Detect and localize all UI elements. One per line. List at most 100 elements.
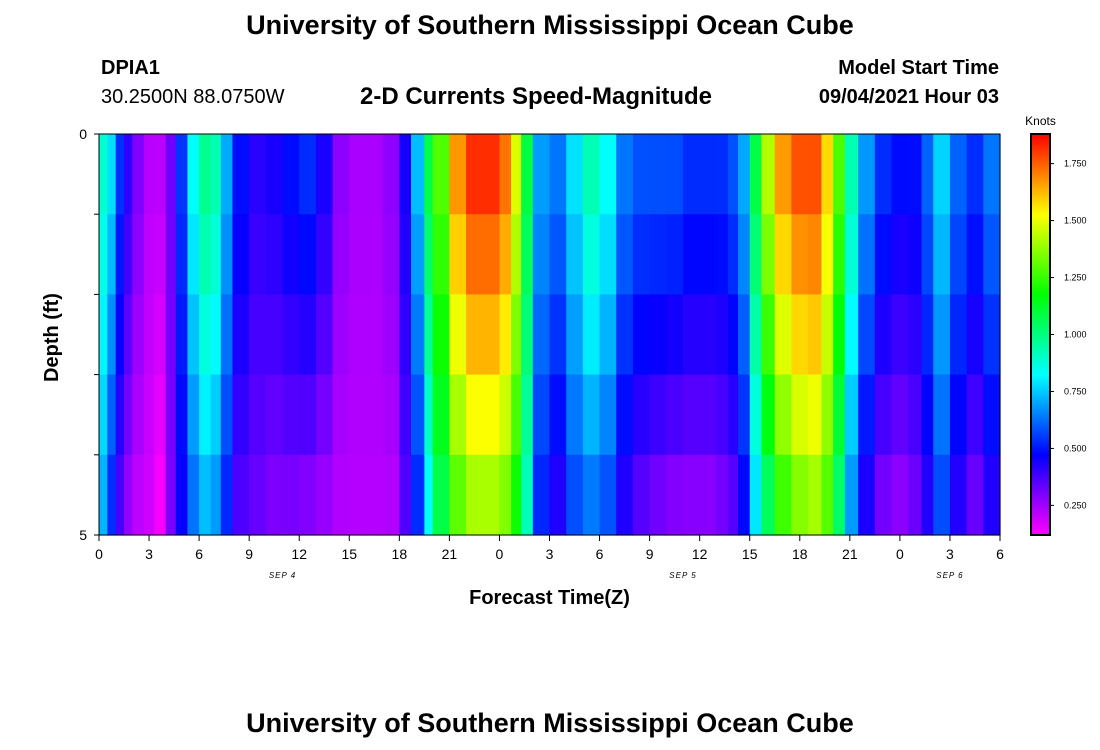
heatmap-cell xyxy=(399,294,412,376)
heatmap-cell xyxy=(582,214,601,295)
heatmap-cell xyxy=(549,294,567,376)
heatmap-cell xyxy=(891,374,909,456)
heatmap-cell xyxy=(933,294,951,376)
heatmap-cell xyxy=(144,454,155,536)
heatmap-cell xyxy=(716,454,729,536)
heatmap-cell xyxy=(632,214,651,295)
heatmap-cell xyxy=(808,134,823,215)
heatmap-cell xyxy=(482,214,501,295)
heatmap-cell xyxy=(411,134,425,215)
heatmap-cell xyxy=(466,374,484,456)
heatmap-cell xyxy=(821,294,834,376)
heatmap-cell xyxy=(365,294,384,376)
page-title-bottom: University of Southern Mississippi Ocean… xyxy=(246,708,854,738)
heatmap-cell xyxy=(175,454,189,536)
heatmap-cell xyxy=(282,374,300,456)
heatmap-cell xyxy=(582,374,601,456)
heatmap-cell xyxy=(521,134,534,215)
heatmap-cell xyxy=(199,134,212,215)
heatmap-cell xyxy=(299,454,317,536)
heatmap-cell xyxy=(983,134,1001,215)
heatmap-cell xyxy=(282,214,300,295)
heatmap-cell xyxy=(282,134,300,215)
heatmap-cell xyxy=(154,294,167,376)
heatmap-cell xyxy=(249,374,267,456)
heatmap-cell xyxy=(699,214,717,295)
heatmap-cell xyxy=(933,454,951,536)
x-tick-label: 3 xyxy=(145,546,153,562)
heatmap-cell xyxy=(210,454,222,536)
station-id: DPIA1 xyxy=(101,57,160,79)
heatmap-cell xyxy=(511,214,522,295)
heatmap-cell xyxy=(874,374,893,456)
heatmap-cell xyxy=(187,214,200,295)
heatmap-cell xyxy=(220,134,234,215)
heatmap-cell xyxy=(921,294,934,376)
heatmap-cell xyxy=(521,294,534,376)
heatmap-cell xyxy=(844,214,859,295)
heatmap-cell xyxy=(949,134,968,215)
heatmap-cell xyxy=(365,454,384,536)
heatmap-cell xyxy=(874,294,893,376)
heatmap-cell xyxy=(874,454,893,536)
heatmap-cell xyxy=(761,214,776,295)
heatmap-cell xyxy=(399,454,412,536)
heatmap-cell xyxy=(808,374,823,456)
heatmap-cell xyxy=(649,454,667,536)
x-tick-label: 9 xyxy=(245,546,253,562)
heatmap-cell xyxy=(761,374,776,456)
heatmap-cell xyxy=(482,374,501,456)
heatmap-cell xyxy=(549,454,567,536)
heatmap-cell xyxy=(791,134,809,215)
heatmap-cell xyxy=(716,294,729,376)
heatmap-cell xyxy=(749,214,763,295)
heatmap-cell xyxy=(332,454,350,536)
heatmap-cell xyxy=(115,294,125,376)
heatmap-cell xyxy=(424,454,434,536)
heatmap-cell xyxy=(791,214,809,295)
heatmap-cell xyxy=(99,294,108,376)
heatmap-cell xyxy=(299,214,317,295)
heatmap-cell xyxy=(616,374,634,456)
heatmap-cell xyxy=(821,454,834,536)
heatmap-cell xyxy=(833,454,846,536)
heatmap-cell xyxy=(949,454,968,536)
heatmap-cell xyxy=(632,134,651,215)
heatmap-cell xyxy=(649,294,667,376)
heatmap-cell xyxy=(874,214,893,295)
heatmap-cell xyxy=(399,214,412,295)
heatmap-cell xyxy=(220,454,234,536)
heatmap-cell xyxy=(115,214,125,295)
heatmap-cell xyxy=(210,374,222,456)
heatmap-cell xyxy=(761,134,776,215)
heatmap-cell xyxy=(315,454,334,536)
heatmap-cell xyxy=(666,294,684,376)
heatmap-cell xyxy=(210,294,222,376)
heatmap-cell xyxy=(165,134,177,215)
heatmap-cell xyxy=(99,214,108,295)
heatmap-cell xyxy=(921,134,934,215)
heatmap-cell xyxy=(511,454,522,536)
heatmap-cell xyxy=(424,294,434,376)
heatmap-cell xyxy=(315,134,334,215)
heatmap-cell xyxy=(649,134,667,215)
heatmap-cell xyxy=(649,374,667,456)
heatmap-cell xyxy=(566,294,584,376)
colorbar-tick-label: 0.250 xyxy=(1064,500,1087,510)
heatmap-cell xyxy=(728,134,739,215)
colorbar xyxy=(1030,133,1051,536)
x-tick-label: 18 xyxy=(392,546,408,562)
heatmap-cell xyxy=(738,134,751,215)
heatmap-cell xyxy=(599,214,617,295)
heatmap-cell xyxy=(187,134,200,215)
heatmap-cell xyxy=(165,294,177,376)
heatmap-cell xyxy=(107,294,117,376)
x-tick-label: 21 xyxy=(842,546,858,562)
heatmap-cell xyxy=(666,374,684,456)
heatmap-cell xyxy=(175,294,189,376)
heatmap-cell xyxy=(566,374,584,456)
heatmap-cell xyxy=(382,294,400,376)
heatmap-cell xyxy=(249,294,267,376)
heatmap-cell xyxy=(511,374,522,456)
heatmap-cell xyxy=(821,134,834,215)
